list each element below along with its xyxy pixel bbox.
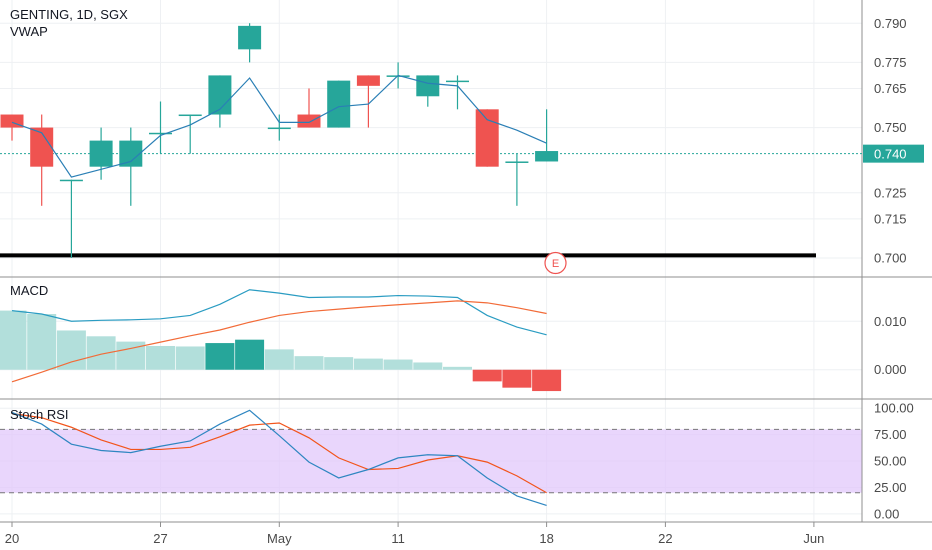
candle-body[interactable]: [416, 75, 440, 97]
macd-histogram-bar[interactable]: [27, 313, 57, 370]
candle[interactable]: [416, 75, 440, 107]
time-tick-label: May: [267, 531, 292, 546]
last-price-badge-bg: [863, 144, 924, 163]
vwap-line[interactable]: [11, 74, 547, 178]
candle-body[interactable]: [119, 140, 143, 167]
last-price-badge-label: 0.740: [874, 147, 907, 162]
macd-histogram-bar[interactable]: [235, 339, 265, 370]
candle-body[interactable]: [30, 127, 54, 167]
price-tick-label: 0.775: [874, 55, 907, 70]
stoch-overbought-oversold-band: [0, 428, 862, 494]
chart-panes: [0, 0, 932, 523]
symbol-title: GENTING, 1D, SGX: [10, 7, 128, 22]
stoch-rsi-title: Stoch RSI: [10, 407, 69, 422]
candle[interactable]: [356, 75, 380, 128]
price-tick-label: 0.765: [874, 81, 907, 96]
time-tick-label: 18: [539, 531, 553, 546]
price-tick-label: 0.715: [874, 211, 907, 226]
candle-body[interactable]: [327, 80, 351, 128]
macd-histogram-bar[interactable]: [56, 330, 86, 370]
time-axis[interactable]: 20 27 May 11 18 22 Jun: [5, 522, 825, 546]
candle[interactable]: [149, 101, 172, 154]
candle-body[interactable]: [356, 75, 380, 86]
candle[interactable]: [59, 179, 83, 258]
candle[interactable]: [327, 80, 351, 128]
candle[interactable]: [208, 75, 232, 128]
macd-signal-line[interactable]: [11, 300, 547, 383]
macd-histogram-bar[interactable]: [383, 359, 413, 370]
earnings-marker-letter: E: [552, 258, 559, 270]
candle-body[interactable]: [178, 114, 202, 117]
macd-histogram-bar[interactable]: [264, 349, 294, 370]
macd-histogram-bar[interactable]: [205, 343, 235, 370]
time-tick-label: 20: [5, 531, 19, 546]
candle-body[interactable]: [505, 161, 529, 163]
macd-tick-label: 0.010: [874, 314, 907, 329]
macd-histogram-bar[interactable]: [175, 346, 205, 370]
earnings-marker-circle: [544, 251, 567, 275]
last-price-badge[interactable]: 0.740: [863, 144, 924, 163]
candle[interactable]: [297, 88, 321, 128]
time-tick-label: 22: [658, 531, 672, 546]
candle-body[interactable]: [89, 140, 113, 167]
macd-histogram-bar[interactable]: [0, 310, 27, 370]
candle[interactable]: [267, 114, 291, 141]
candle-body[interactable]: [297, 114, 321, 128]
time-tick-label: 11: [391, 531, 405, 546]
candle[interactable]: [89, 127, 113, 180]
time-tick-label: Jun: [803, 531, 824, 546]
macd-title: MACD: [10, 283, 48, 298]
candle-body[interactable]: [475, 109, 499, 167]
candle[interactable]: [475, 109, 499, 167]
macd-histogram-bar[interactable]: [472, 369, 502, 382]
candle[interactable]: [535, 109, 559, 162]
candle-body[interactable]: [535, 151, 559, 162]
macd-histogram-bar[interactable]: [294, 356, 324, 370]
macd-histogram-bar[interactable]: [86, 336, 116, 370]
stoch-tick-label: 100.00: [874, 401, 914, 416]
price-axes[interactable]: 0.790 0.775 0.765 0.750 0.725 0.715 0.700 0.740…: [863, 16, 924, 522]
macd-histogram-bar[interactable]: [324, 357, 354, 370]
earnings-event-marker[interactable]: E: [544, 251, 567, 275]
macd-histogram-bar[interactable]: [413, 362, 443, 370]
macd-tick-label: 0.000: [874, 362, 907, 377]
candle[interactable]: [119, 127, 143, 206]
price-tick-label: 0.700: [874, 250, 907, 265]
macd-histogram-bar[interactable]: [353, 358, 383, 370]
candle-body[interactable]: [267, 127, 291, 130]
stoch-tick-label: 0.00: [874, 506, 899, 521]
candle[interactable]: [178, 114, 202, 154]
candle-body[interactable]: [238, 25, 262, 50]
stoch-tick-label: 25.00: [874, 480, 907, 495]
candle-body[interactable]: [446, 80, 469, 83]
macd-histogram-bar[interactable]: [532, 369, 562, 392]
candle-body[interactable]: [208, 75, 232, 115]
time-tick-label: 27: [153, 531, 167, 546]
stoch-band-fill: [0, 429, 862, 493]
stoch-tick-label: 75.00: [874, 427, 907, 442]
candle-body[interactable]: [149, 132, 172, 135]
candle[interactable]: [30, 114, 54, 206]
chart-marks[interactable]: E: [0, 23, 862, 507]
macd-histogram-bar[interactable]: [502, 369, 532, 388]
price-tick-label: 0.725: [874, 185, 907, 200]
stoch-k-line[interactable]: [11, 409, 547, 507]
macd-histogram-bar[interactable]: [146, 345, 175, 370]
candle[interactable]: [238, 23, 262, 63]
macd-histogram-bar[interactable]: [443, 366, 472, 370]
candle-body[interactable]: [59, 179, 83, 182]
price-tick-label: 0.750: [874, 120, 907, 135]
candle[interactable]: [446, 75, 469, 110]
vwap-label: VWAP: [10, 24, 48, 39]
stoch-tick-label: 50.00: [874, 454, 907, 469]
candle[interactable]: [505, 153, 529, 206]
macd-line[interactable]: [11, 289, 547, 336]
price-tick-label: 0.790: [874, 16, 907, 31]
